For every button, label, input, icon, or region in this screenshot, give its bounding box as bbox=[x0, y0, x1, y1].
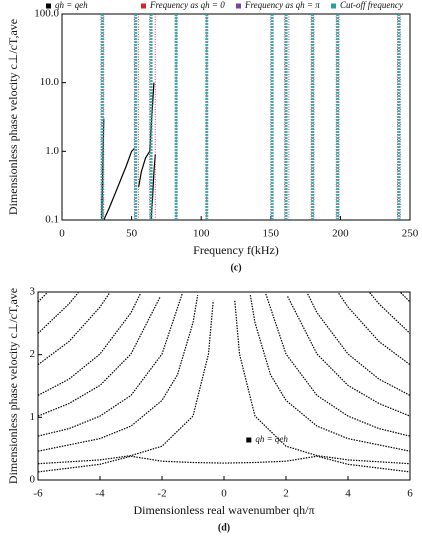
y-tick-label: 1.0 bbox=[45, 145, 59, 157]
y-tick-label: 2 bbox=[30, 348, 36, 360]
x-tick-label: 6 bbox=[407, 488, 413, 500]
legend-label: qh = qeh bbox=[55, 0, 88, 10]
plot-frame bbox=[37, 291, 411, 481]
plot-frame bbox=[61, 13, 411, 221]
legend-label: Frequency as qh = 0 bbox=[149, 0, 225, 10]
legend-marker bbox=[141, 3, 146, 9]
dispersion-curve bbox=[37, 292, 48, 303]
dispersion-curve bbox=[103, 148, 135, 221]
x-axis-label: Frequency f(kHz) bbox=[193, 243, 279, 257]
dispersion-curve bbox=[265, 293, 411, 437]
dispersion-curve bbox=[400, 292, 411, 303]
y-axis-label: Dimensionless phase velocity c⊥/cT,ave bbox=[6, 19, 20, 215]
x-tick-label: 4 bbox=[345, 488, 351, 500]
dispersion-curve bbox=[369, 292, 411, 334]
dispersion-curve bbox=[37, 292, 79, 334]
x-tick-label: 50 bbox=[126, 228, 138, 240]
legend-label: Cut-off frequency bbox=[340, 0, 403, 10]
legend-marker bbox=[246, 437, 252, 443]
x-tick-label: 0 bbox=[59, 228, 65, 240]
dispersion-curve bbox=[287, 296, 411, 417]
legend-marker bbox=[331, 3, 336, 9]
y-tick-label: 3 bbox=[30, 286, 36, 298]
y-tick-label: 100.0 bbox=[34, 8, 59, 20]
y-tick-label: 0.1 bbox=[45, 214, 59, 226]
dispersion-curve bbox=[249, 294, 411, 452]
panel-label: (c) bbox=[230, 262, 241, 273]
x-tick-label: 0 bbox=[221, 488, 227, 500]
dispersion-curve bbox=[234, 300, 411, 465]
y-tick-label: 1 bbox=[30, 411, 36, 423]
y-tick-label: 0 bbox=[30, 474, 36, 486]
y-tick-label: 10.0 bbox=[40, 76, 60, 88]
y-axis-label: Dimensionless phase velocity c⊥/cT,ave bbox=[6, 288, 20, 484]
dispersion-curve bbox=[37, 293, 183, 437]
x-tick-label: 2 bbox=[283, 488, 289, 500]
legend-label: qh = qeh bbox=[255, 434, 288, 444]
dispersion-curve bbox=[37, 293, 141, 396]
dispersion-curve bbox=[37, 292, 110, 366]
dispersion-curve bbox=[37, 296, 161, 417]
panel-label: (d) bbox=[218, 522, 230, 533]
dispersion-curve bbox=[338, 292, 411, 366]
dispersion-curve bbox=[37, 294, 199, 452]
x-tick-label: -4 bbox=[95, 488, 105, 500]
x-tick-label: 150 bbox=[263, 228, 280, 240]
x-tick-label: -2 bbox=[157, 488, 166, 500]
legend-marker bbox=[236, 3, 241, 9]
x-tick-label: 250 bbox=[402, 228, 419, 240]
x-axis-label: Dimensionless real wavenumber qh/π bbox=[133, 503, 314, 517]
dispersion-curve bbox=[307, 293, 411, 396]
dispersion-curve bbox=[37, 300, 214, 465]
x-tick-label: 200 bbox=[332, 228, 349, 240]
x-tick-label: -6 bbox=[33, 488, 43, 500]
dispersion-curve bbox=[37, 455, 411, 473]
legend-label: Frequency as qh = π bbox=[244, 0, 320, 10]
x-tick-label: 100 bbox=[193, 228, 210, 240]
legend-marker bbox=[46, 3, 51, 9]
